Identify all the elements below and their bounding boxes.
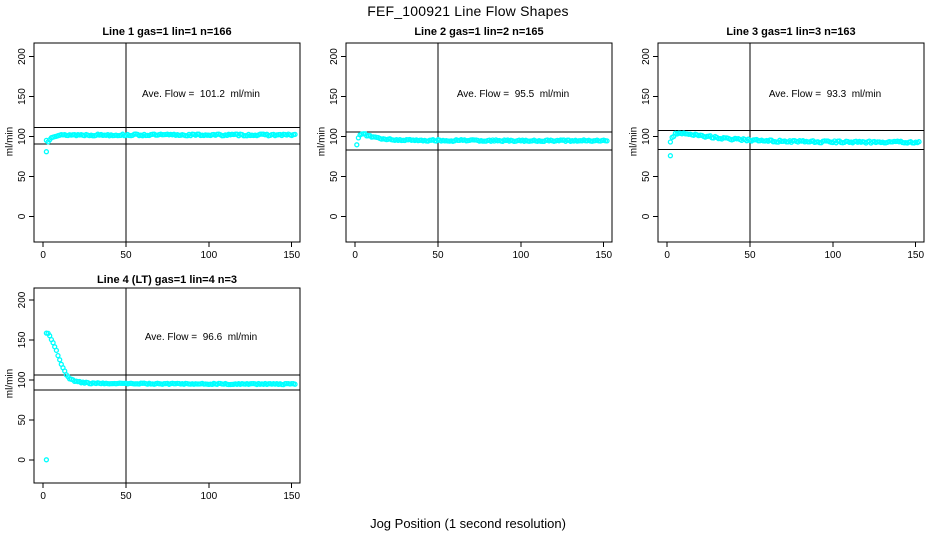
- y-tick-label: 150: [17, 88, 28, 105]
- x-tick-label: 100: [201, 250, 218, 261]
- data-points: [43, 131, 298, 155]
- ave-flow-label: Ave. Flow = 101.2 ml/min: [142, 89, 260, 100]
- panel-line-3: Line 3 gas=1 lin=3 n=163 Ave. Flow = 93.…: [624, 20, 936, 270]
- y-tick-label: 0: [17, 457, 28, 463]
- x-tick-label: 150: [907, 250, 924, 261]
- y-tick-label: 50: [641, 170, 652, 182]
- x-tick-label: 50: [120, 250, 132, 261]
- y-tick-label: 200: [329, 48, 340, 65]
- data-point: [354, 142, 360, 148]
- plot-area: 0 50 100 150 0 50 100 150 200: [17, 42, 301, 261]
- outlier-point: [43, 149, 50, 155]
- y-tick-label: 0: [17, 213, 28, 219]
- ave-flow-label: Ave. Flow = 95.5 ml/min: [456, 89, 570, 100]
- y-tick-label: 100: [17, 371, 28, 388]
- x-tick-label: 0: [664, 250, 670, 261]
- panel-line-1: Line 1 gas=1 lin=1 n=166 Ave. Flow = 101…: [0, 20, 312, 270]
- plot-area: 0 50 100 150 0 50 100 150 200: [17, 287, 301, 502]
- x-tick-label: 50: [120, 491, 132, 502]
- data-point: [50, 340, 56, 346]
- data-points: [43, 330, 298, 463]
- data-points: [354, 131, 610, 148]
- x-tick-label: 100: [825, 250, 842, 261]
- y-tick-label: 100: [641, 128, 652, 145]
- plot-frame: [657, 42, 925, 243]
- y-tick-label: 150: [17, 331, 28, 348]
- plot-frame: [33, 287, 301, 484]
- plot-area: 0 50 100 150 0 50 100 150 200: [329, 42, 613, 261]
- outlier-point: [43, 457, 50, 463]
- y-tick-label: 200: [17, 291, 28, 308]
- plot-frame: [33, 42, 301, 243]
- y-tick-label: 50: [17, 414, 28, 426]
- ave-flow-label: Ave. Flow = 93.3 ml/min: [768, 89, 882, 100]
- plot-area: 0 50 100 150 0 50 100 150 200: [641, 42, 925, 261]
- x-tick-label: 150: [595, 250, 612, 261]
- y-tick-label: 50: [329, 170, 340, 182]
- x-tick-label: 150: [283, 250, 300, 261]
- data-points: [667, 130, 922, 159]
- data-point: [916, 139, 922, 145]
- panel-title: Line 1 gas=1 lin=1 n=166: [102, 26, 232, 38]
- panel-line-2: Line 2 gas=1 lin=2 n=165 Ave. Flow = 95.…: [312, 20, 624, 270]
- data-point: [604, 138, 610, 144]
- figure-title: FEF_100921 Line Flow Shapes: [367, 3, 569, 19]
- y-tick-label: 0: [329, 213, 340, 219]
- ave-flow-label: Ave. Flow = 96.6 ml/min: [144, 332, 258, 343]
- data-point: [667, 139, 674, 145]
- y-tick-label: 200: [641, 48, 652, 65]
- panel-line-4: Line 4 (LT) gas=1 lin=4 n=3 Ave. Flow = …: [0, 268, 312, 515]
- plot-frame: [345, 42, 613, 243]
- x-tick-label: 100: [513, 250, 530, 261]
- x-tick-label: 100: [201, 491, 218, 502]
- data-point: [292, 131, 298, 138]
- y-tick-label: 200: [17, 48, 28, 65]
- y-tick-label: 100: [329, 128, 340, 145]
- panel-title: Line 2 gas=1 lin=2 n=165: [414, 26, 544, 38]
- data-point: [292, 381, 298, 387]
- y-tick-label: 0: [641, 213, 652, 219]
- x-tick-label: 50: [744, 250, 756, 261]
- outlier-point: [667, 153, 674, 159]
- axes: [653, 42, 925, 247]
- panel-title: Line 3 gas=1 lin=3 n=163: [726, 26, 856, 38]
- panel-title: Line 4 (LT) gas=1 lin=4 n=3: [96, 274, 238, 286]
- y-tick-label: 150: [329, 88, 340, 105]
- y-tick-label: 100: [17, 128, 28, 145]
- x-tick-label: 50: [432, 250, 444, 261]
- axes: [341, 42, 613, 247]
- axes: [29, 42, 301, 247]
- reference-lines: [34, 43, 300, 242]
- axes: [29, 287, 301, 488]
- data-point: [55, 352, 61, 359]
- x-tick-label: 150: [283, 491, 300, 502]
- x-axis-title: Jog Position (1 second resolution): [370, 516, 566, 531]
- x-tick-label: 0: [352, 250, 358, 261]
- y-tick-label: 50: [17, 170, 28, 182]
- data-point: [53, 347, 60, 354]
- y-tick-label: 150: [641, 88, 652, 105]
- data-point: [57, 357, 63, 363]
- x-tick-label: 0: [40, 250, 46, 261]
- x-tick-label: 0: [40, 491, 46, 502]
